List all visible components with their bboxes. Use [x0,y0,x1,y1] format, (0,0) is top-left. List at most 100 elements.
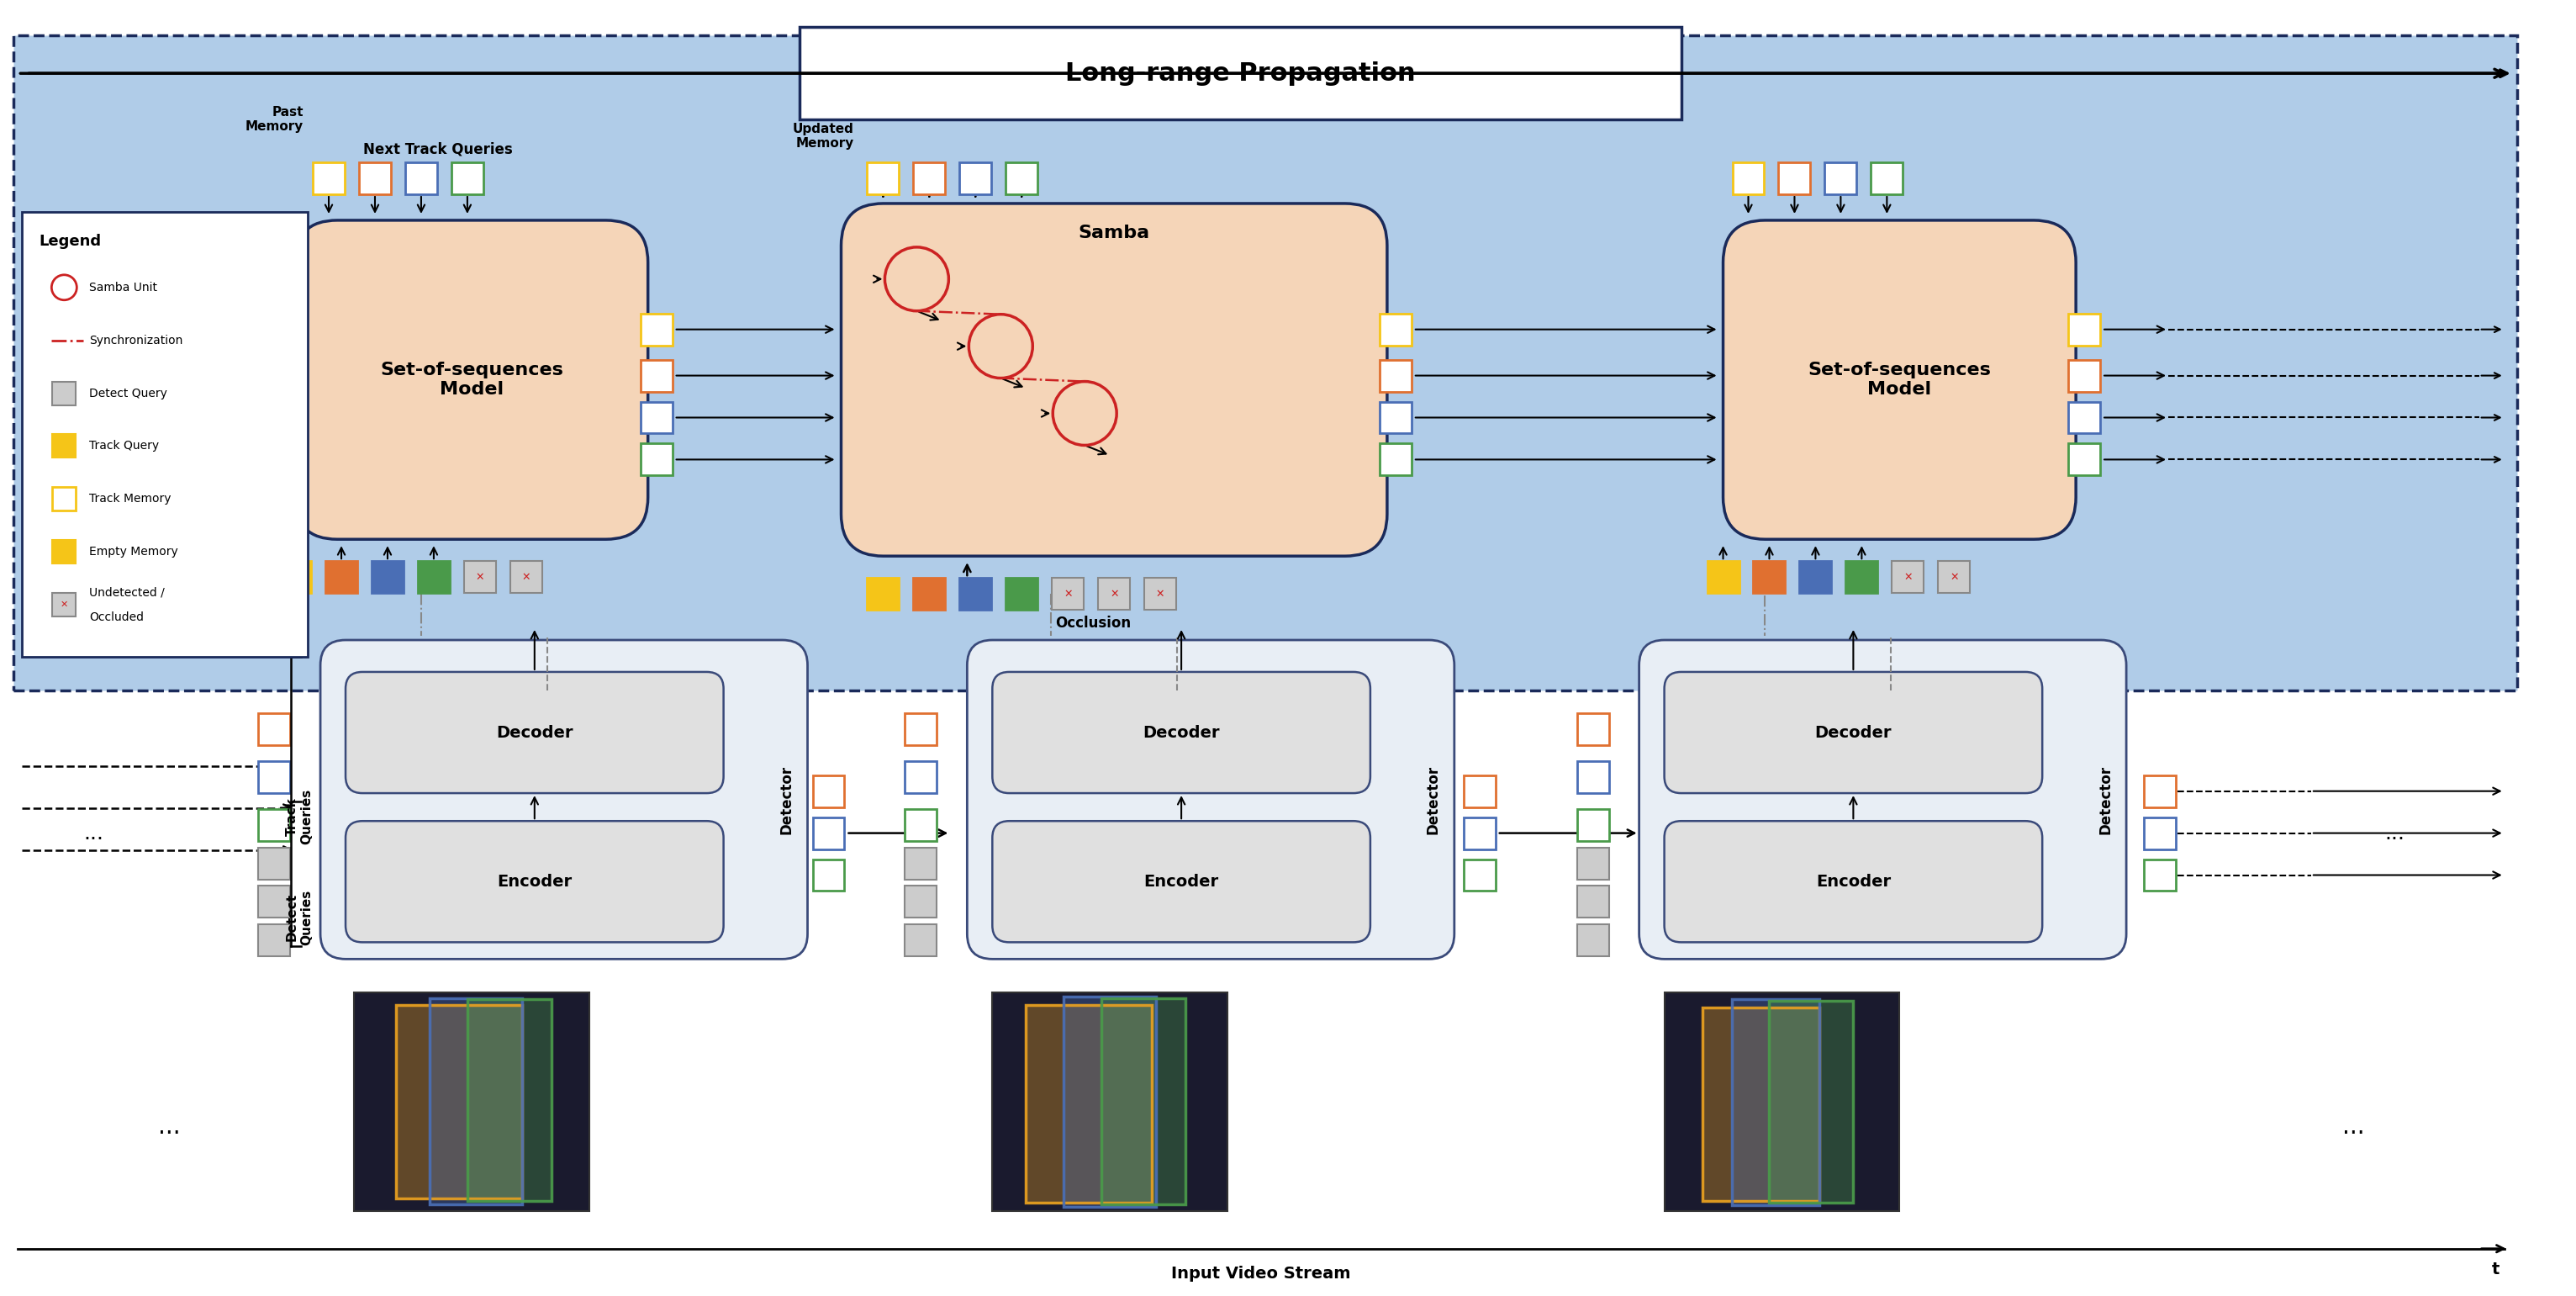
Text: Track
Queries: Track Queries [286,788,312,844]
Bar [1770,1001,1852,1203]
Bar [278,561,312,594]
Bar [1381,443,1412,476]
Bar [258,761,291,793]
Text: Decoder: Decoder [497,724,572,740]
Text: ✕: ✕ [1904,572,1911,582]
Bar [904,761,938,793]
Bar [1577,885,1610,918]
Text: Occluded: Occluded [90,612,144,623]
Bar [641,402,672,433]
Bar [1870,162,1904,194]
Bar [811,775,845,807]
Bar [1731,162,1765,194]
FancyBboxPatch shape [842,203,1386,556]
Text: Set-of-sequences
Model: Set-of-sequences Model [381,362,564,398]
Text: Detect Query: Detect Query [90,388,167,399]
Text: Encoder: Encoder [1144,874,1218,889]
Text: Updated
Memory: Updated Memory [793,123,853,150]
Bar [1381,402,1412,433]
Text: ✕: ✕ [59,600,67,609]
Text: ✕: ✕ [1950,572,1958,582]
Bar [1731,999,1819,1205]
Bar [914,162,945,194]
Bar [466,999,551,1201]
Bar [52,540,75,564]
Bar [1577,809,1610,841]
Bar [2069,359,2099,391]
Bar [52,381,75,404]
Bar [1097,578,1131,610]
Bar [397,1006,523,1199]
FancyBboxPatch shape [1664,671,2043,793]
Text: Encoder: Encoder [1816,874,1891,889]
Bar [52,594,75,617]
Text: ✕: ✕ [1064,588,1072,599]
Bar [1577,761,1610,793]
Bar [1801,561,1832,594]
Text: Set-of-sequences
Model: Set-of-sequences Model [1808,362,1991,398]
Bar [353,993,590,1210]
Bar [2143,818,2177,849]
FancyBboxPatch shape [296,220,649,539]
Bar [325,561,358,594]
Text: Track Query: Track Query [90,441,160,452]
Text: ✕: ✕ [477,572,484,582]
Bar [397,1006,523,1199]
Bar [868,162,899,194]
Text: Empty Memory: Empty Memory [90,546,178,557]
Text: Next Track Queries: Next Track Queries [363,141,513,157]
Bar [1770,1001,1852,1203]
Bar [1577,924,1610,956]
Bar [1847,561,1878,594]
Bar [13,35,2517,691]
Bar [2069,443,2099,476]
Bar [904,848,938,879]
Text: Samba: Samba [1079,224,1149,241]
Text: ✕: ✕ [523,572,531,582]
Text: Track Memory: Track Memory [90,492,173,505]
Text: ...: ... [82,823,103,844]
FancyBboxPatch shape [992,671,1370,793]
Bar [451,162,484,194]
Bar [2069,402,2099,433]
Bar [641,314,672,345]
Bar [1754,561,1785,594]
Bar [245,359,278,391]
Bar [811,818,845,849]
Bar [1025,1006,1151,1203]
Bar [904,809,938,841]
Bar [1103,998,1185,1204]
Bar [258,713,291,745]
Bar [1777,162,1811,194]
Bar [799,27,1682,119]
Bar [245,443,278,476]
Bar [904,713,938,745]
FancyBboxPatch shape [1638,640,2125,959]
Bar [2069,314,2099,345]
Bar [245,402,278,433]
Text: ✕: ✕ [1110,588,1118,599]
Text: ...: ... [2342,1115,2365,1139]
Text: Occlusion: Occlusion [1056,616,1131,631]
Bar [961,578,992,610]
Bar [2143,775,2177,807]
Bar [1463,775,1497,807]
Bar [1703,1008,1819,1201]
Bar [2143,859,2177,892]
Bar [1703,1008,1819,1201]
Text: Legend: Legend [39,233,100,249]
Bar [258,924,291,956]
Bar [258,809,291,841]
Bar [371,561,404,594]
Text: Output
Queries: Output Queries [211,564,265,591]
Bar [417,561,451,594]
Bar [641,443,672,476]
FancyBboxPatch shape [992,822,1370,942]
Bar [404,162,438,194]
Bar [232,314,265,345]
Bar [510,561,541,594]
Text: Detector: Detector [1425,765,1440,835]
Text: Undetected /: Undetected / [90,586,165,597]
Bar [904,885,938,918]
Text: Input Video Stream: Input Video Stream [1172,1266,1350,1282]
